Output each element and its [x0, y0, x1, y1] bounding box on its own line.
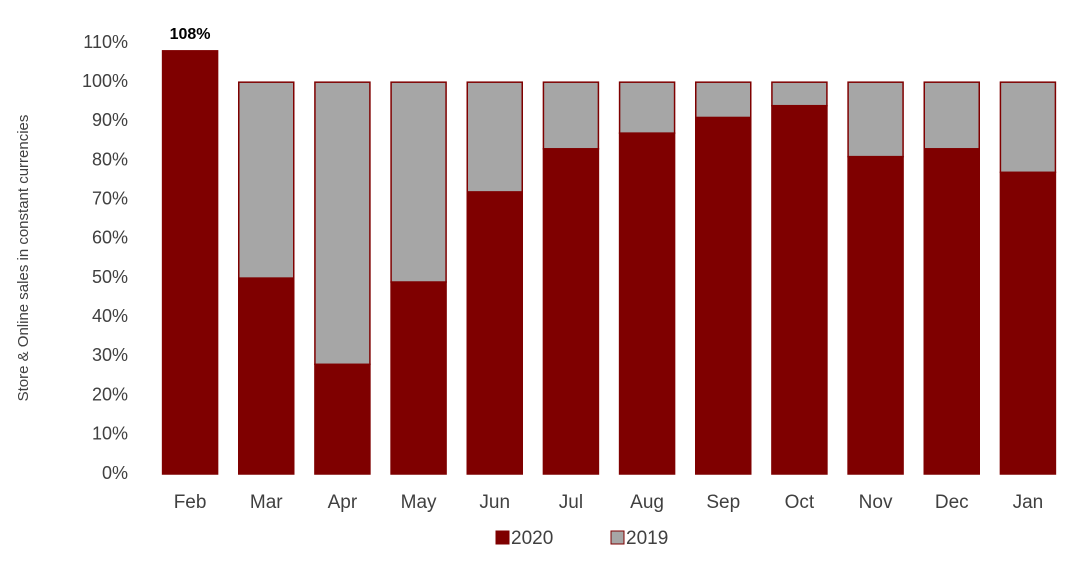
x-tick-label: Jan	[1013, 492, 1044, 513]
bar-segment	[161, 50, 219, 475]
x-tick-label: Dec	[935, 492, 969, 513]
bar-segment	[847, 81, 904, 158]
y-tick-label: 20%	[92, 384, 128, 404]
bar-segment	[999, 171, 1057, 475]
y-tick-label: 60%	[92, 228, 128, 248]
y-tick-label: 0%	[102, 463, 128, 483]
x-tick-label: Jun	[479, 492, 510, 513]
x-tick-label: Aug	[630, 492, 664, 513]
bar-segment	[314, 363, 371, 475]
bar-segment	[238, 81, 295, 279]
x-tick-label: Sep	[706, 492, 740, 513]
bar-segment	[390, 281, 447, 475]
y-tick-label: 80%	[92, 149, 128, 169]
y-axis-title: Store & Online sales in constant currenc…	[15, 115, 32, 402]
bar-segment	[542, 81, 600, 150]
bar-segment	[847, 155, 904, 475]
y-tick-label: 50%	[92, 267, 128, 287]
bar-segment	[618, 81, 676, 134]
legend-swatch	[495, 530, 510, 545]
legend-swatch	[610, 530, 625, 545]
y-tick-label: 110%	[83, 32, 128, 52]
bar-segment	[466, 191, 523, 475]
x-tick-label: May	[401, 492, 437, 513]
x-tick-label: Apr	[328, 492, 358, 513]
y-tick-label: 10%	[92, 424, 128, 444]
legend-label: 2020	[511, 528, 553, 549]
bar-segment	[618, 132, 676, 475]
bar-segment	[695, 81, 752, 119]
bar-segment	[466, 81, 523, 193]
bar-segment	[923, 81, 980, 150]
x-tick-label: Feb	[174, 492, 207, 513]
x-tick-label: Oct	[785, 492, 815, 513]
data-label: 108%	[170, 26, 211, 43]
bar-segment	[695, 116, 752, 475]
bar-segment	[923, 148, 980, 475]
bar-segment	[771, 104, 828, 475]
bar-segment	[238, 277, 295, 475]
y-tick-label: 30%	[92, 345, 128, 365]
bar-segment	[999, 81, 1057, 174]
x-tick-label: Nov	[859, 492, 893, 513]
y-tick-label: 40%	[92, 306, 128, 326]
x-tick-label: Mar	[250, 492, 283, 513]
x-tick-label: Jul	[559, 492, 583, 513]
bar-segment	[771, 81, 828, 107]
y-tick-label: 70%	[92, 188, 128, 208]
bar-segment	[542, 148, 600, 475]
bar-segment	[390, 81, 447, 283]
legend-label: 2019	[626, 528, 668, 549]
bar-segment	[314, 81, 371, 366]
y-tick-label: 100%	[82, 71, 128, 91]
y-tick-label: 90%	[92, 110, 128, 130]
